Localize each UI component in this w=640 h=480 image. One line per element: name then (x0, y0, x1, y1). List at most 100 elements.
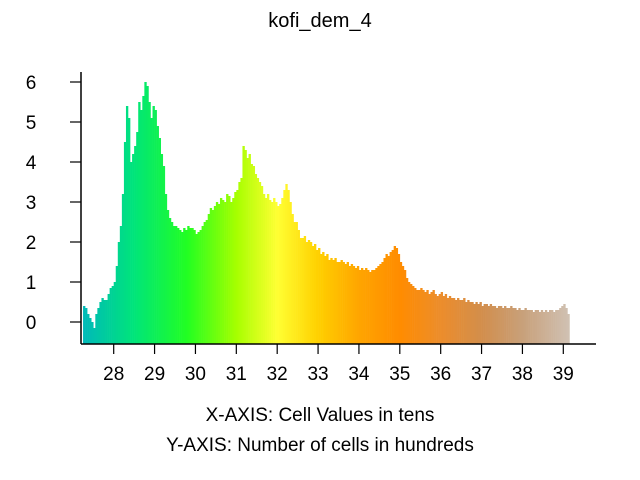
histogram-bar (185, 230, 188, 344)
histogram-bar (363, 270, 366, 344)
histogram-bar (440, 292, 444, 344)
histogram-bar (375, 268, 378, 344)
histogram-bar (283, 190, 286, 344)
histogram-bar (377, 266, 380, 344)
histogram-bar (285, 184, 288, 344)
histogram-bar (172, 226, 176, 344)
histogram-bar (138, 102, 141, 344)
histogram-bar (97, 308, 100, 344)
histogram-bar (299, 238, 303, 344)
histogram-bar (405, 278, 409, 344)
x-tick-label: 28 (103, 364, 124, 385)
histogram-bar (420, 288, 423, 344)
histogram-bar (356, 266, 360, 344)
histogram-bar (287, 190, 290, 344)
histogram-bar (87, 314, 90, 344)
histogram-bar (430, 292, 433, 344)
histogram-bar (236, 190, 239, 344)
histogram-bar (316, 250, 319, 344)
histogram-bar (350, 264, 354, 344)
histogram-bar (432, 290, 435, 344)
histogram-bar (516, 310, 519, 344)
histogram-bar (524, 308, 527, 344)
histogram-bar (367, 270, 370, 344)
x-axis-caption: X-AXIS: Cell Values in tens (205, 405, 435, 426)
histogram-bar (109, 288, 112, 344)
histogram-bar (309, 242, 313, 344)
histogram-bar (426, 290, 429, 344)
histogram-bar (338, 262, 341, 344)
histogram-bar (446, 298, 450, 344)
histogram-bar (107, 294, 110, 344)
histogram-bar (352, 266, 356, 344)
histogram-bar (148, 102, 151, 344)
histogram-bar (201, 226, 204, 344)
histogram-bar (344, 264, 347, 344)
histogram-bar (125, 106, 129, 344)
histogram-bar (542, 312, 546, 344)
histogram-bar (211, 210, 215, 344)
x-tick-label: 38 (512, 364, 533, 385)
histogram-bar (457, 298, 460, 344)
histogram-bar (146, 86, 149, 344)
histogram-bar (266, 194, 270, 344)
histogram-bar (497, 306, 501, 344)
histogram-bar (369, 272, 372, 344)
histogram-bar (170, 222, 174, 344)
histogram-bar (89, 318, 92, 344)
histogram-bar (540, 310, 544, 344)
histogram-bar (130, 162, 133, 344)
histogram-bar (258, 182, 262, 344)
histogram-bar (526, 310, 529, 344)
histogram-bar (101, 298, 104, 344)
histogram-bar (197, 232, 200, 344)
histogram-bar (238, 182, 241, 344)
histogram-bar (254, 174, 258, 344)
histogram-bar (154, 110, 157, 344)
histogram-bar (389, 252, 392, 344)
histogram-bar (371, 270, 374, 344)
histogram-bar (189, 228, 192, 344)
histogram-bar (195, 234, 198, 344)
histogram-bar (477, 304, 480, 344)
histogram-bar (467, 300, 470, 344)
histogram-bar (256, 178, 260, 344)
histogram-bar (160, 154, 164, 344)
histogram-bar (334, 258, 337, 344)
histogram-bar (491, 306, 495, 344)
histogram-bar (461, 300, 464, 344)
histogram-bar (158, 138, 161, 344)
histogram-bar (393, 246, 397, 344)
histogram-bar (448, 296, 452, 344)
histogram-bar (291, 214, 294, 344)
histogram-bar (132, 154, 135, 344)
histogram-bar (501, 308, 505, 344)
histogram-bar (424, 292, 427, 344)
histogram-bar (318, 248, 321, 344)
histogram-bar (360, 268, 364, 344)
histogram-bar (559, 308, 562, 344)
histogram-bar (518, 308, 521, 344)
histogram-bar (332, 260, 335, 344)
histogram-bar (117, 242, 121, 344)
histogram-bar (401, 266, 405, 344)
histogram-bar (191, 228, 194, 344)
histogram-bar (530, 310, 533, 344)
histogram-bar (140, 110, 143, 344)
histogram-bar (264, 198, 268, 344)
histogram-bar (99, 302, 102, 344)
histogram-bar (567, 314, 570, 344)
histogram-bar (142, 96, 145, 344)
histogram-bar (418, 290, 421, 344)
histogram-bar (555, 310, 558, 344)
histogram-bar (561, 306, 564, 344)
histogram-bar (166, 210, 170, 344)
histogram-bar (399, 262, 403, 344)
x-tick-label: 34 (348, 364, 370, 385)
histogram-bar (358, 270, 362, 344)
histogram-bar (313, 244, 317, 344)
histogram-bar (326, 254, 329, 344)
histogram-bar (297, 230, 300, 344)
histogram-bar (230, 202, 233, 344)
